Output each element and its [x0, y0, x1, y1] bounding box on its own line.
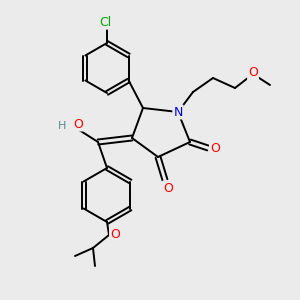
Text: H: H — [58, 121, 66, 131]
Text: O: O — [210, 142, 220, 154]
Text: N: N — [173, 106, 183, 118]
Text: O: O — [110, 229, 120, 242]
Text: O: O — [73, 118, 83, 130]
Text: Cl: Cl — [99, 16, 111, 28]
Text: O: O — [248, 67, 258, 80]
Text: O: O — [163, 182, 173, 194]
